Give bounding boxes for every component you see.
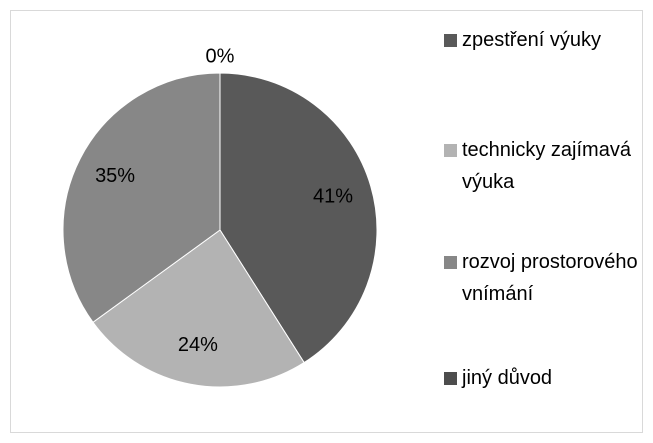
data-label: 35% [95,165,135,187]
legend-label: zpestření výuky [462,29,601,51]
legend-swatch [444,34,457,47]
legend-swatch [444,144,457,157]
legend-item: technicky zajímavá výuka [444,134,644,198]
legend-item: jiný důvod [444,362,644,394]
legend-label: jiný důvod [462,367,553,389]
legend-label: rozvoj prostorového vnímání [462,251,638,305]
legend-item: rozvoj prostorového vnímání [444,246,644,310]
data-label: 0% [206,45,235,67]
legend-item: zpestření výuky [444,24,644,56]
legend-swatch [444,372,457,385]
pie-slice [92,229,305,388]
pie-slice [62,72,221,323]
data-label: 41% [313,185,353,207]
data-label: 24% [178,334,218,356]
legend-swatch [444,256,457,269]
legend-label: technicky zajímavá výuka [462,139,631,193]
pie-slice [219,72,378,364]
